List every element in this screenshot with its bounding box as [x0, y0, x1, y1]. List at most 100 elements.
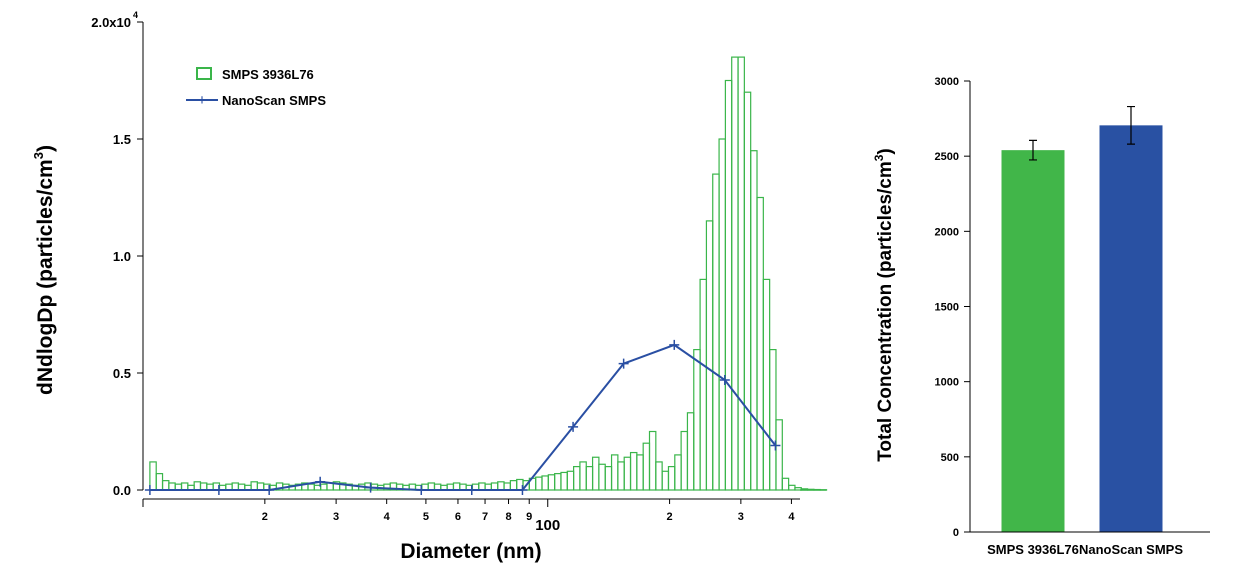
histogram-bar [737, 56, 745, 491]
legend-plus-icon: + [198, 92, 207, 109]
data-point [719, 375, 730, 386]
histogram-bar [617, 461, 625, 491]
histogram-bar [762, 278, 771, 491]
histogram-bar [788, 484, 796, 491]
histogram-bar [585, 466, 594, 491]
legend-swatch-smps [196, 67, 212, 80]
histogram-bar [598, 463, 606, 491]
histogram-bar [642, 442, 651, 491]
right-y-axis-label: Total Concentration (particles/cm3) [872, 148, 896, 462]
data-point [416, 485, 427, 495]
histogram-bar [623, 456, 632, 491]
smps-histogram-bars [149, 56, 828, 491]
histogram-bar [604, 466, 613, 491]
histogram-bar [705, 220, 714, 491]
data-point [466, 485, 477, 495]
data-point [315, 476, 326, 487]
histogram-bar [320, 483, 328, 491]
histogram-bar [199, 482, 208, 491]
histogram-bar [503, 482, 511, 491]
y-tick-label: 1.0 [113, 249, 131, 264]
histogram-bar [161, 480, 170, 491]
total-concentration-axes: 0 500 1000 1500 2000 2500 3000 SMPS 3936L76 Nano… [935, 76, 1210, 557]
error-bar [1029, 139, 1037, 161]
histogram-bar [724, 79, 733, 491]
histogram-bar [686, 412, 695, 491]
x-tick-label: 4 [788, 511, 795, 523]
x-tick-label: 3 [333, 511, 339, 523]
x-tick-label: 4 [384, 511, 391, 523]
x-axis-label: Diameter (nm) [400, 540, 541, 563]
histogram-bar [155, 473, 164, 491]
histogram-bar [427, 482, 436, 491]
histogram-bar [231, 482, 240, 491]
histogram-bar [566, 470, 575, 491]
data-point [770, 440, 781, 451]
histogram-bar [497, 481, 505, 491]
total-bar [1099, 125, 1163, 532]
x-tick-label: 9 [526, 511, 532, 523]
right-y-tick-label: 2500 [935, 151, 959, 163]
category-label: NanoScan SMPS [1079, 542, 1183, 557]
right-y-tick-label: 2000 [935, 226, 959, 238]
histogram-bar [573, 466, 581, 491]
histogram-bar [674, 454, 682, 491]
x-tick-label: 8 [505, 511, 511, 523]
histogram-bar [554, 473, 562, 491]
histogram-bar [756, 196, 764, 491]
error-bar [1127, 105, 1135, 145]
size-distribution-axes: 0.00.51.01.52.0x10 42 3 4 5 6 7 8 9 100 2 3 4 [91, 10, 800, 534]
data-point [144, 485, 155, 495]
histogram-bar [693, 349, 701, 491]
data-point [568, 421, 579, 432]
histogram-bar [636, 454, 644, 491]
data-point [365, 482, 376, 493]
x-tick-label: 7 [482, 511, 488, 523]
histogram-bar [591, 456, 600, 491]
data-point [669, 339, 680, 350]
histogram-bar [452, 482, 461, 491]
right-y-tick-label: 500 [941, 452, 959, 464]
histogram-bar [775, 419, 783, 491]
histogram-bar [307, 483, 315, 491]
x-tick-label: 5 [423, 511, 429, 523]
histogram-bar [560, 471, 568, 491]
x-tick-label: 2 [262, 511, 268, 523]
data-point [264, 485, 275, 495]
legend-label-smps: SMPS 3936L76 [222, 67, 314, 82]
histogram-bar [180, 482, 189, 491]
total-concentration-chart: 0 500 1000 1500 2000 2500 3000 SMPS 3936L76 Nano… [872, 76, 1210, 557]
histogram-bar [648, 430, 657, 491]
histogram-bar [509, 480, 518, 491]
size-distribution-chart: 0.00.51.01.52.0x10 42 3 4 5 6 7 8 9 100 2 3 4 Diamet… [31, 10, 828, 563]
y-tick-label: 2.0x10 [91, 15, 131, 30]
histogram-bar [769, 349, 777, 491]
right-y-tick-label: 0 [953, 527, 959, 539]
histogram-bar [661, 470, 670, 491]
histogram-bar [712, 173, 720, 491]
histogram-bar [667, 466, 676, 491]
histogram-bar [655, 461, 663, 491]
legend: SMPS 3936L76 + NanoScan SMPS [186, 67, 326, 109]
y-tick-label: 1.5 [113, 132, 131, 147]
histogram-bar [256, 482, 265, 491]
histogram-bar [610, 454, 619, 491]
total-concentration-bars [1001, 105, 1163, 532]
y-axis-label: dNdlogDp (particles/cm3) [31, 145, 57, 395]
histogram-bar [629, 451, 638, 491]
histogram-bar [731, 56, 739, 491]
histogram-bar [743, 91, 752, 491]
histogram-bar [781, 477, 790, 491]
total-bar [1001, 150, 1065, 532]
x-tick-label: 3 [738, 511, 744, 523]
right-y-tick-label: 1500 [935, 302, 959, 314]
data-point [213, 485, 224, 495]
histogram-bar [193, 481, 202, 491]
data-point [517, 485, 528, 495]
histogram-bar [490, 482, 499, 491]
histogram-bar [535, 476, 543, 491]
legend-label-nanoscan: NanoScan SMPS [222, 93, 326, 108]
histogram-bar [168, 482, 176, 491]
histogram-bar [718, 138, 726, 491]
histogram-bar [478, 482, 486, 491]
